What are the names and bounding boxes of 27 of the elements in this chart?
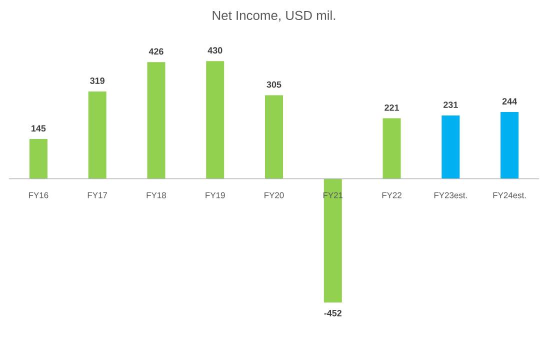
data-label: -452 [324, 310, 342, 316]
bar [382, 118, 401, 179]
bar [147, 62, 166, 179]
x-tick-label: FY18 [146, 192, 166, 198]
x-tick-label: FY17 [88, 192, 108, 198]
bar [29, 139, 48, 179]
data-label: 221 [384, 104, 400, 111]
data-label: 426 [148, 48, 164, 55]
x-tick-label: FY16 [29, 192, 48, 198]
data-label: 430 [208, 47, 222, 54]
bar [88, 91, 106, 179]
bar [500, 112, 519, 179]
x-tick-label: FY20 [264, 192, 284, 198]
x-tick-label: FY24est. [493, 192, 526, 198]
x-tick-label: FY22 [382, 192, 402, 198]
bar [265, 95, 284, 179]
data-label: 231 [444, 102, 458, 108]
bar [442, 116, 460, 179]
x-tick-label: FY19 [206, 192, 225, 198]
data-label: 319 [90, 78, 104, 84]
chart-title: Net Income, USD mil. [212, 10, 336, 22]
x-tick-label: FY23est. [434, 192, 467, 198]
data-label: 244 [502, 98, 517, 104]
data-label: 305 [266, 81, 282, 88]
data-label: 145 [32, 125, 46, 132]
bar [324, 178, 342, 302]
bar [206, 61, 224, 179]
